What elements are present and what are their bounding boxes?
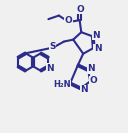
- Text: N: N: [87, 64, 95, 73]
- Text: O: O: [65, 16, 72, 25]
- Text: S: S: [49, 41, 56, 51]
- Text: N: N: [93, 31, 100, 40]
- Text: N: N: [46, 64, 54, 73]
- Text: O: O: [77, 5, 84, 14]
- Text: O: O: [89, 76, 97, 86]
- Text: H₂N: H₂N: [53, 80, 71, 89]
- Text: N: N: [94, 44, 101, 53]
- Text: N: N: [80, 85, 88, 94]
